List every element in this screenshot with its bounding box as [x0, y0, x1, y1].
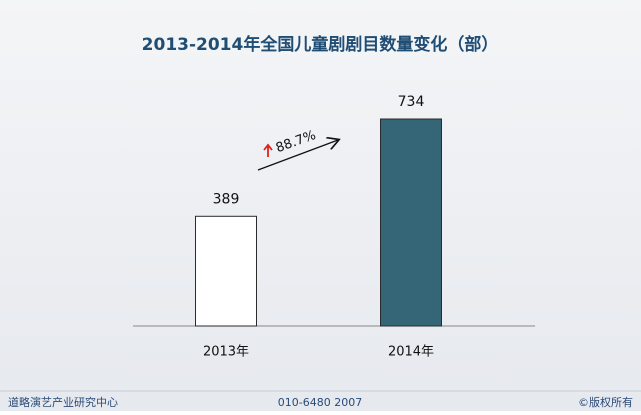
value-label: 734	[398, 94, 425, 110]
x-tick-label: 2014年	[388, 345, 434, 360]
x-tick-label: 2013年	[203, 345, 249, 360]
up-arrow	[263, 143, 273, 157]
bar	[195, 215, 257, 327]
footer-right: ©版权所有	[578, 395, 633, 409]
footer-center: 010-6480 2007	[278, 396, 362, 409]
value-label: 389	[213, 191, 240, 207]
growth-arrow	[257, 140, 338, 171]
chart-title: 2013-2014年全国儿童剧剧目数量变化（部）	[142, 34, 499, 55]
bar	[380, 118, 442, 327]
footer-left: 道略演艺产业研究中心	[8, 395, 118, 409]
